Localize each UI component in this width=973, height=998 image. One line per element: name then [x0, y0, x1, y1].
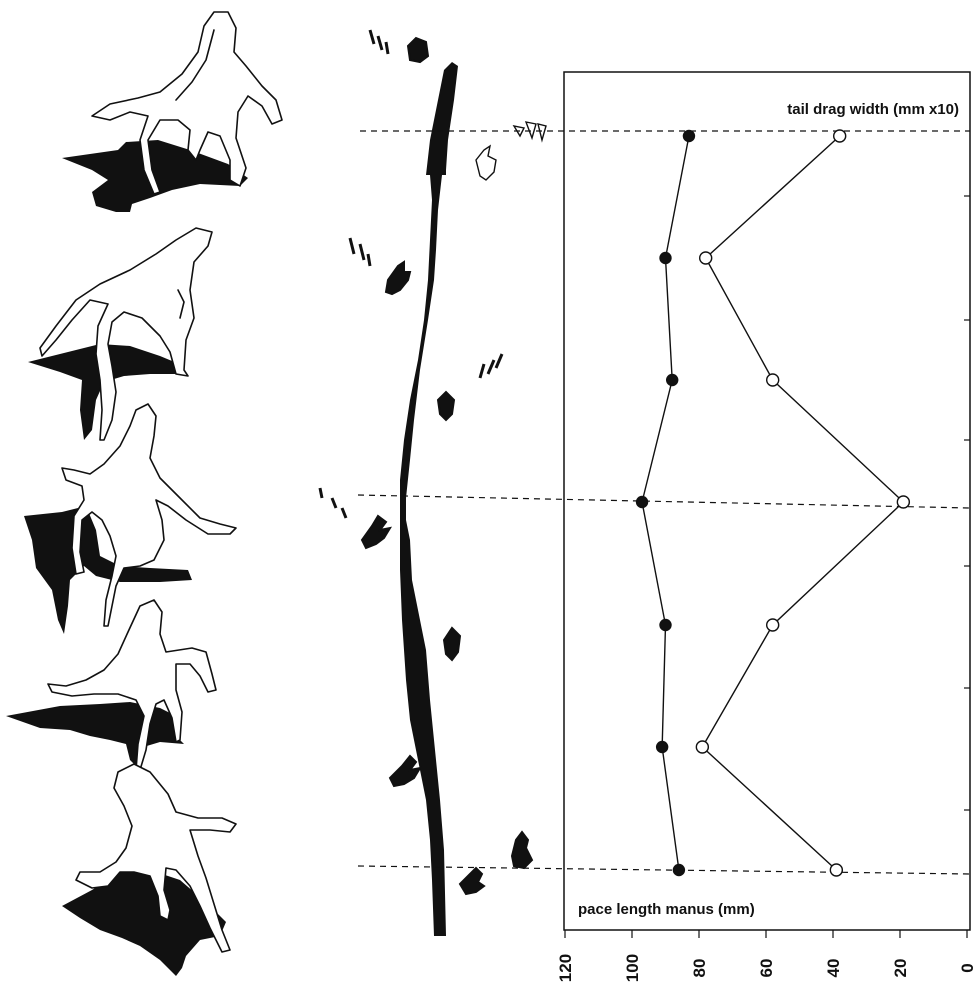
lizard-shadow-3: [24, 506, 192, 634]
digit-marks-3: [478, 353, 504, 379]
footprint-7: [510, 830, 534, 870]
pace-point-2: [659, 251, 672, 265]
reference-line-3: [357, 865, 971, 875]
pace-point-5: [659, 618, 672, 632]
lizard-body-2: [39, 227, 213, 441]
x-tick-label-40: 40: [824, 959, 843, 978]
tail-point-6: [695, 740, 710, 754]
tail-drag-label: tail drag width (mm x10): [787, 101, 959, 118]
tail-point-7: [829, 863, 844, 877]
lizard-body-3: [61, 403, 237, 627]
tail-point-5: [766, 618, 780, 632]
pace-point-4: [635, 495, 649, 509]
tail-drag-trace: [400, 62, 458, 936]
right-edge-ticks: [964, 195, 970, 811]
lizard-body-5: [75, 763, 237, 953]
plot-frame: [563, 71, 971, 931]
x-tick-label-100: 100: [623, 954, 642, 982]
digit-marks-2: [348, 237, 372, 267]
lizard-shadow-5: [62, 870, 226, 976]
lizard-pose-1: [62, 11, 283, 212]
lizard-pose-2: [28, 227, 213, 441]
reference-line-2: [357, 494, 971, 509]
x-tick-label-20: 20: [891, 959, 910, 978]
lizard-pose-3: [24, 403, 237, 634]
tail-point-4: [896, 495, 911, 509]
digit-marks-1: [368, 29, 390, 55]
lizard-shadow-4: [6, 702, 184, 766]
footprint-3: [436, 390, 456, 422]
footprint-4: [360, 514, 393, 550]
lizard-pose-5: [62, 763, 237, 976]
tail-point-3: [766, 373, 780, 387]
footprint-5: [442, 626, 462, 662]
plot-panel: tail drag width (mm x10) pace length man…: [357, 71, 973, 982]
pace-point-3: [666, 373, 679, 387]
lizard-shadow-2: [28, 344, 184, 440]
tail-point-1: [833, 129, 847, 143]
pace-point-6: [655, 740, 669, 754]
footprint-2: [384, 260, 412, 296]
footprint-8: [458, 866, 486, 896]
footprint-tracks: [318, 29, 547, 896]
tail-point-2: [699, 251, 713, 265]
x-axis: 120 100 80 60 40 20 0: [556, 930, 973, 982]
lizard-body-1: [91, 11, 283, 195]
pace-point-7: [672, 863, 686, 877]
digit-marks-4: [318, 487, 348, 519]
footprint-open-1: [475, 144, 497, 181]
pace-point-1: [682, 129, 696, 143]
series-line-1: [641, 135, 690, 871]
lizard-sequence: [6, 11, 283, 976]
lizard-pose-4: [6, 599, 217, 771]
x-tick-label-60: 60: [757, 959, 776, 978]
trackway: [318, 29, 547, 936]
pace-length-label: pace length manus (mm): [578, 901, 755, 918]
x-tick-label-0: 0: [958, 963, 973, 972]
footprint-1: [406, 36, 430, 64]
lizard-body-4: [47, 599, 217, 771]
reference-lines: [357, 130, 971, 875]
footprint-6: [388, 754, 423, 788]
x-tick-label-120: 120: [556, 954, 575, 982]
series-layer: [635, 129, 911, 877]
x-tick-label-80: 80: [690, 959, 709, 978]
